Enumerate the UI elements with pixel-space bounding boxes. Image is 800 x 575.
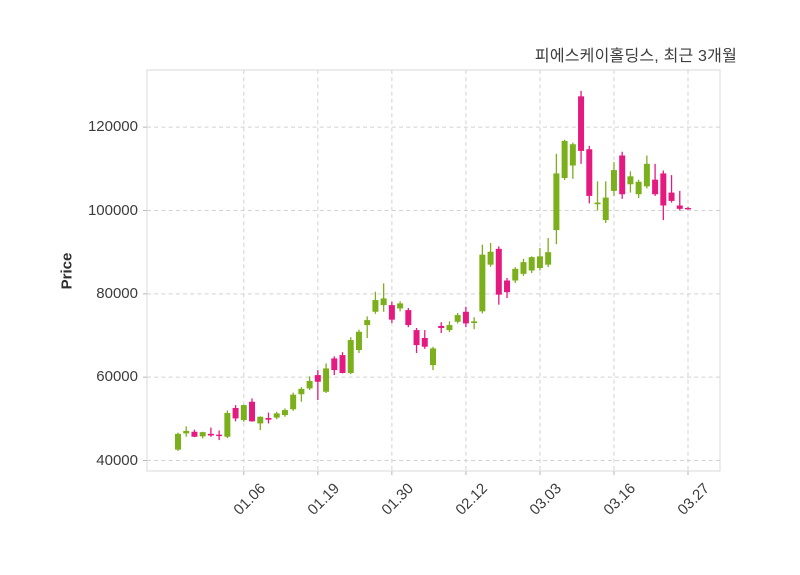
candle-body	[586, 149, 593, 196]
y-tick-label: 60000	[96, 368, 138, 386]
candle-body	[545, 252, 552, 265]
candle-body	[257, 416, 264, 424]
candle-body	[216, 434, 223, 437]
candle-body	[355, 331, 362, 351]
candle-body	[199, 432, 206, 437]
candle-body	[619, 155, 626, 195]
candle-body	[430, 348, 436, 366]
candle-body	[536, 256, 543, 268]
candle-body	[281, 410, 288, 416]
candle-body	[512, 268, 519, 281]
candle-body	[413, 330, 420, 346]
y-tick-label: 80000	[96, 284, 138, 302]
candle-body	[331, 358, 338, 371]
candle-body	[339, 355, 346, 373]
candle-body	[495, 248, 502, 295]
candle-body	[660, 173, 667, 206]
candle-body	[273, 413, 280, 418]
candle-body	[232, 408, 239, 419]
candle-body	[290, 394, 297, 410]
candle-body	[240, 405, 247, 421]
candle-body	[652, 179, 659, 195]
candle-body	[405, 310, 412, 326]
candle-body	[388, 305, 395, 320]
candle-body	[578, 96, 585, 151]
candle-body	[372, 300, 379, 312]
y-tick-label: 100000	[87, 201, 138, 219]
candle-body	[191, 431, 198, 437]
y-tick-label: 120000	[87, 118, 138, 136]
candle-body	[347, 340, 354, 373]
candle-body	[397, 303, 404, 309]
candle-body	[668, 192, 675, 201]
y-tick-label: 40000	[96, 451, 138, 469]
candle-body	[298, 388, 305, 395]
candle-body	[364, 320, 371, 326]
candle-body	[627, 176, 634, 185]
candle-body	[569, 144, 576, 166]
candle-body	[224, 413, 231, 437]
candle-body	[249, 401, 256, 422]
candle-body	[685, 208, 691, 210]
candle-body	[610, 170, 617, 191]
candle-body	[561, 140, 568, 178]
candle-body	[635, 181, 642, 195]
candle-body	[504, 280, 511, 293]
candle-body	[421, 338, 428, 347]
axis-spines	[146, 69, 721, 472]
candle-body	[454, 315, 461, 322]
candle-body	[438, 325, 445, 328]
candle-body	[479, 254, 486, 312]
candle-body	[306, 380, 313, 389]
candle-body	[265, 418, 272, 420]
candle-body	[487, 251, 494, 265]
chart-title: 피에스케이홀딩스, 최근 3개월	[534, 48, 737, 65]
candle-body	[602, 197, 609, 221]
candle-body	[175, 433, 181, 450]
candle-body	[594, 202, 601, 205]
candle-body	[183, 430, 190, 434]
candle-body	[676, 205, 683, 209]
candle-body	[643, 163, 650, 187]
candle-body	[207, 433, 214, 436]
candle-body	[520, 262, 527, 274]
candle-body	[314, 375, 321, 382]
candle-body	[471, 321, 478, 323]
candle-body	[380, 298, 387, 306]
candle-body	[553, 173, 560, 231]
candle-body	[462, 311, 469, 324]
candle-body	[446, 325, 453, 331]
candle-body	[528, 257, 535, 271]
candle-body	[323, 368, 330, 392]
